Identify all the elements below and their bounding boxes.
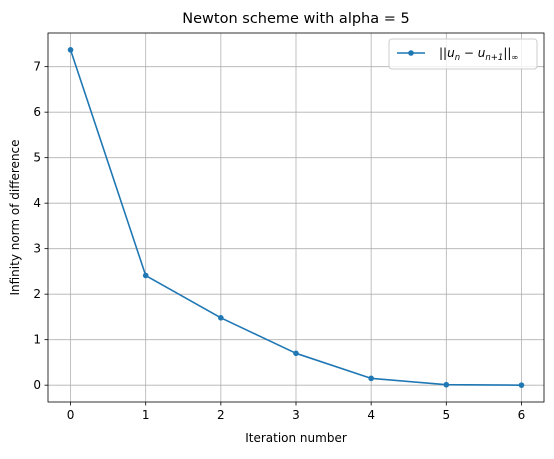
legend-entry-label: ||un − un+1||∞: [439, 46, 519, 63]
data-point: [293, 350, 299, 357]
data-series: [67, 47, 525, 388]
x-tick-label: 5: [442, 408, 450, 422]
legend-box: [388, 38, 538, 70]
data-point: [142, 272, 149, 279]
legend-norm-close: ||: [503, 46, 511, 60]
x-tick-label: 3: [292, 408, 300, 422]
legend: ||un − un+1||∞: [388, 38, 538, 70]
axis-ticks: 0 1 2 3 4 5 6 0 1 2 3 4 5 6 7: [33, 60, 525, 422]
y-tick-label: 7: [33, 60, 41, 74]
chart-title: Newton scheme with alpha = 5: [182, 11, 409, 27]
x-tick-label: 4: [367, 408, 375, 422]
data-point: [443, 381, 450, 388]
y-axis-title: Infinity norm of difference: [8, 139, 22, 295]
y-tick-label: 4: [33, 196, 41, 210]
data-point: [218, 315, 224, 321]
legend-sub-infinity: ∞: [511, 53, 518, 63]
legend-sub-n: n: [455, 53, 460, 63]
x-tick-label: 0: [67, 408, 75, 422]
y-tick-label: 2: [33, 287, 41, 301]
legend-minus: −: [460, 46, 478, 60]
x-axis-title: Iteration number: [245, 431, 347, 445]
y-tick-label: 6: [33, 105, 41, 119]
y-tick-label: 0: [33, 378, 41, 392]
x-tick-label: 1: [142, 408, 150, 422]
legend-sub-n-plus-1: n+1: [485, 53, 503, 63]
legend-norm-open: ||: [439, 46, 447, 60]
legend-var-u-next: u: [478, 46, 486, 60]
data-point: [368, 375, 374, 382]
legend-marker-swatch: [408, 50, 414, 56]
grid-lines: [48, 33, 544, 402]
x-tick-label: 6: [518, 408, 526, 422]
legend-var-u: u: [447, 46, 455, 60]
x-tick-label: 2: [217, 408, 225, 422]
data-point: [67, 47, 74, 53]
y-tick-label: 5: [33, 151, 41, 165]
data-point: [518, 382, 525, 388]
y-tick-label: 1: [33, 333, 41, 347]
y-tick-label: 3: [33, 242, 41, 256]
